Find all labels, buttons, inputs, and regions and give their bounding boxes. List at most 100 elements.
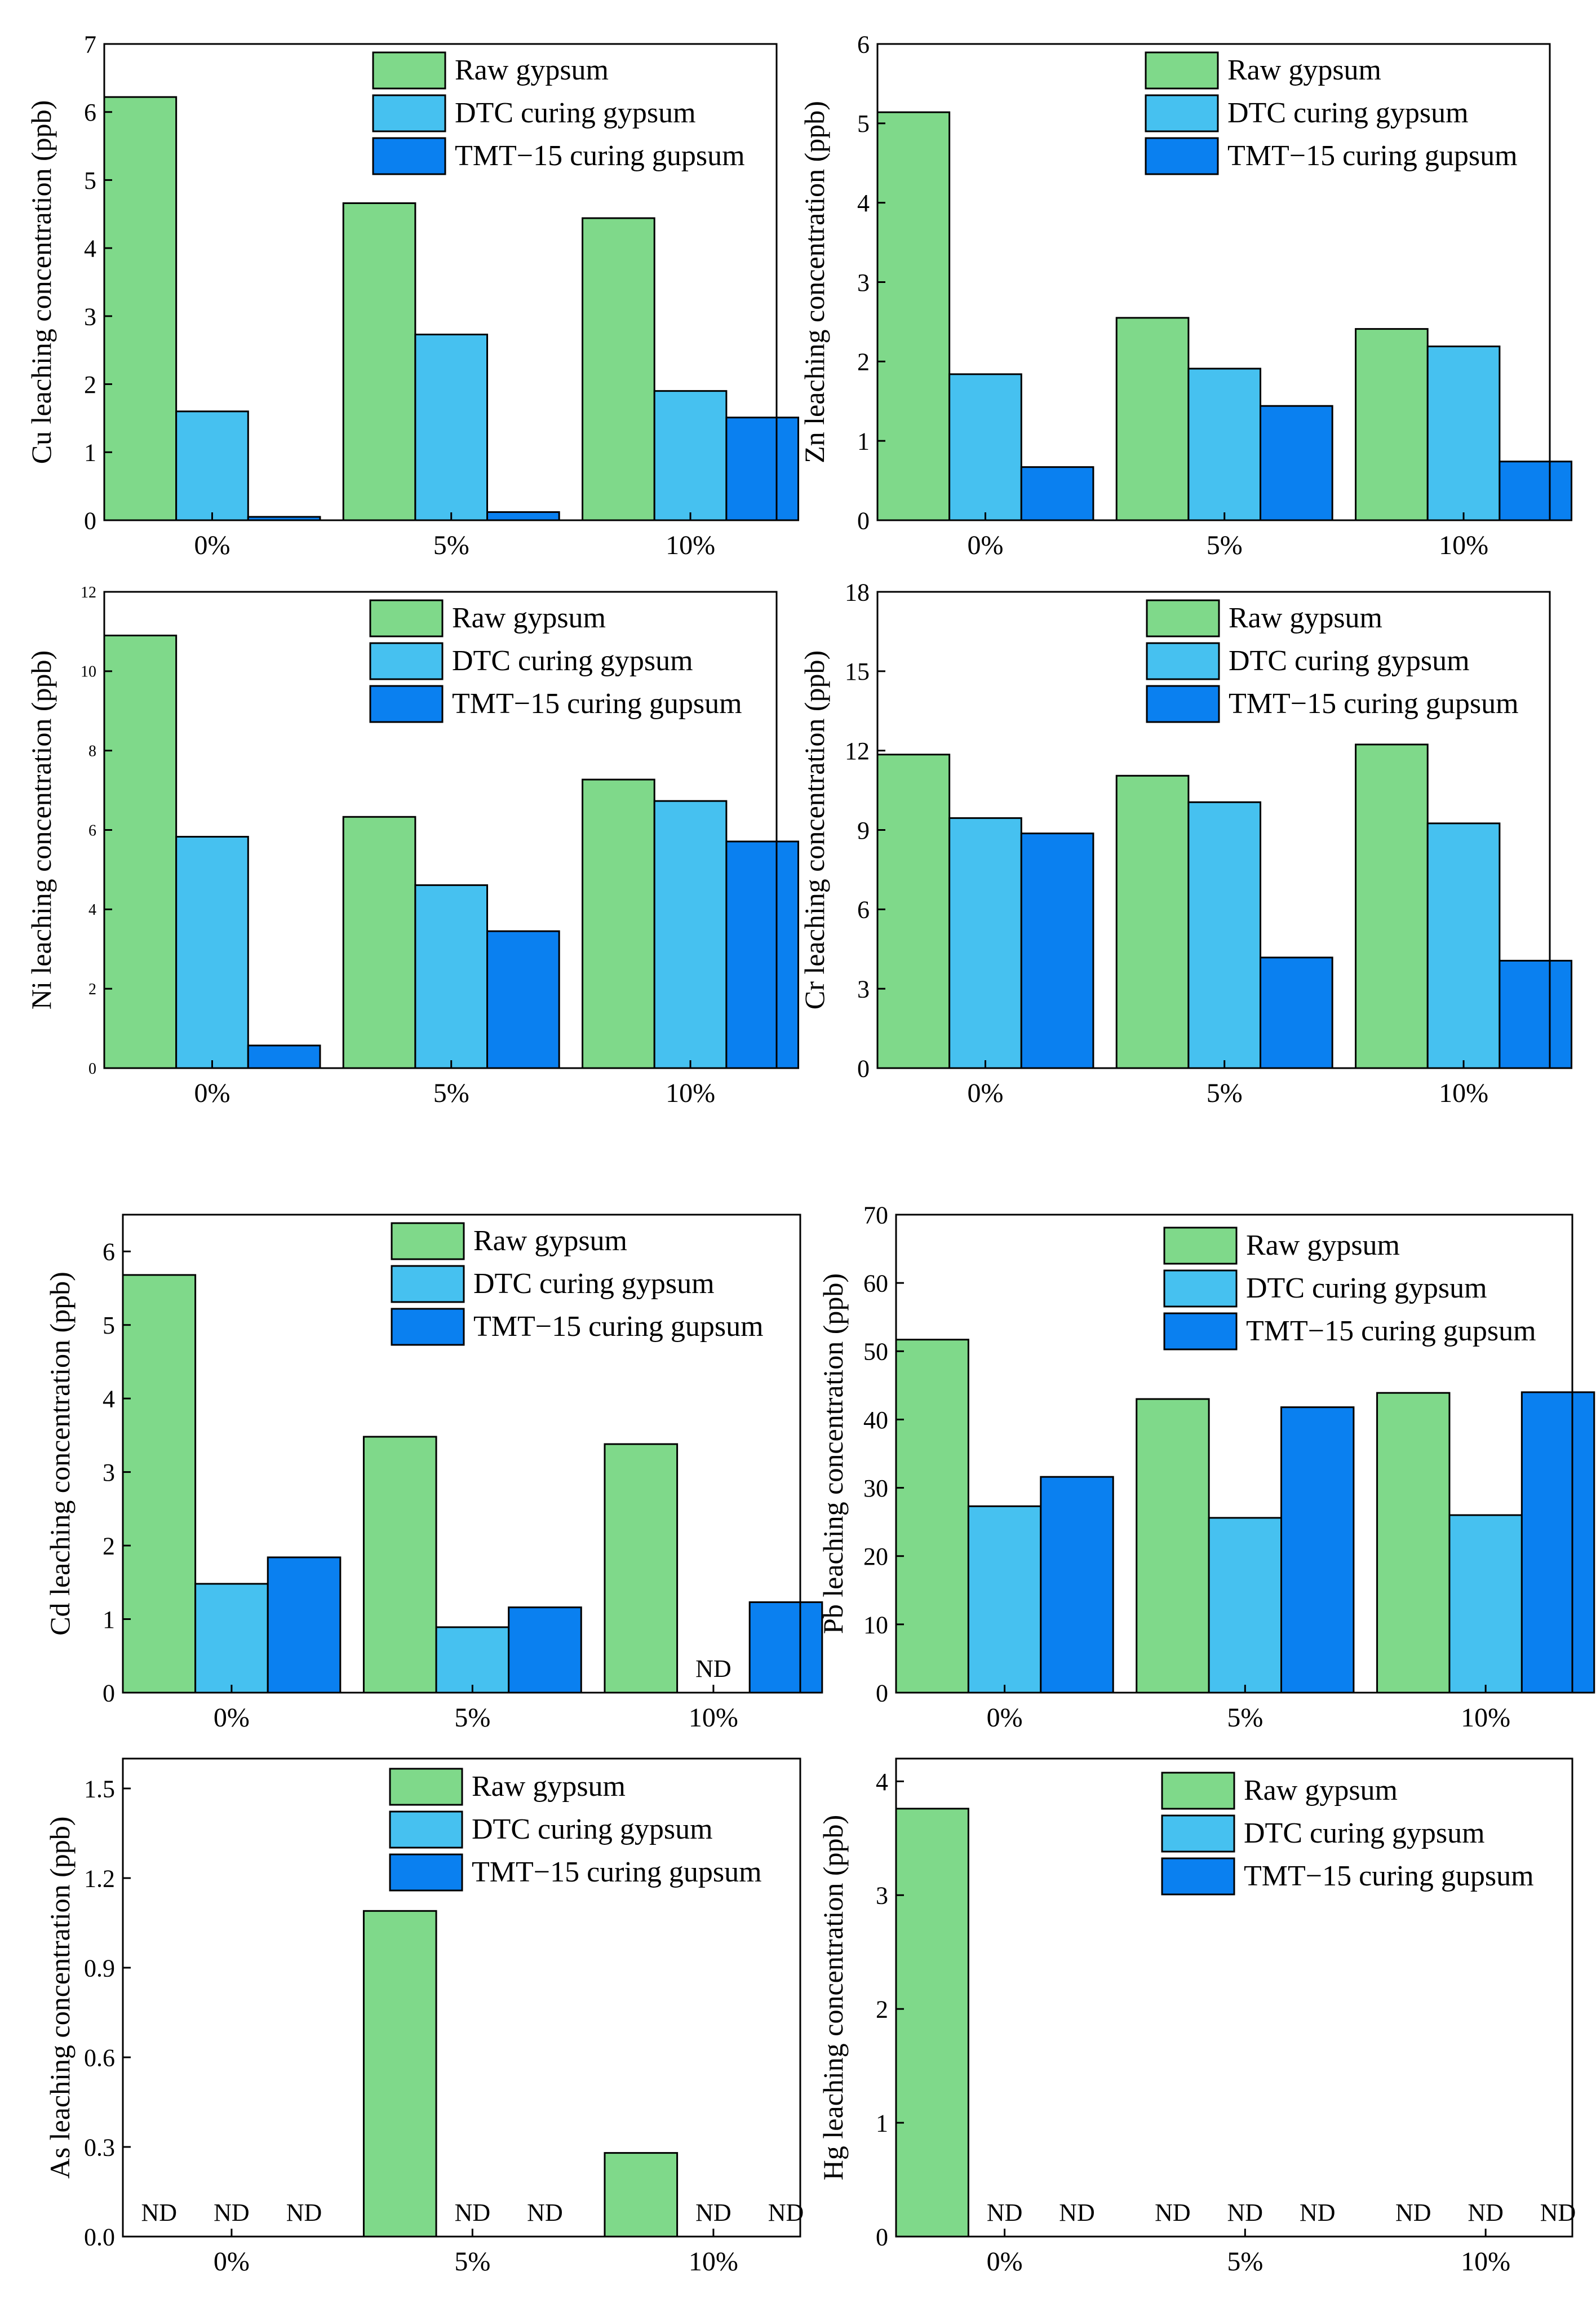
y-tick-label: 4 <box>84 235 96 263</box>
bar-ni-dtc-2 <box>653 800 728 1069</box>
bar-cu-dtc-2 <box>653 390 728 521</box>
nd-label: ND <box>1468 2199 1504 2226</box>
bar-zn-tmt-0 <box>1020 466 1094 521</box>
y-tick-label: 10 <box>863 1611 888 1639</box>
bar-cu-dtc-1 <box>414 333 489 521</box>
legend-label-raw: Raw gypsum <box>455 54 609 86</box>
chart-zn: 0 1 2 3 4 5 6 0% 5% 10% Zn leaching concentration … <box>799 30 1573 560</box>
bar-cr-raw-0 <box>876 754 951 1069</box>
bar-as-raw-2 <box>604 2152 679 2238</box>
nd-label: ND <box>1155 2199 1191 2226</box>
legend-swatch-tmt <box>391 1308 465 1346</box>
y-tick-label: 15 <box>845 658 870 685</box>
x-tick-label: 5% <box>1227 2247 1263 2277</box>
bar-cd-raw-0 <box>122 1274 197 1694</box>
y-tick-label: 6 <box>103 1238 115 1266</box>
legend-label-dtc: DTC curing gypsum <box>1244 1817 1485 1849</box>
x-tick-label: 10% <box>666 530 715 560</box>
bar-zn-dtc-2 <box>1426 346 1501 521</box>
bar-pb-dtc-0 <box>967 1505 1042 1694</box>
bar-hg-raw-0 <box>895 1808 969 2238</box>
y-tick-label: 8 <box>88 742 96 760</box>
y-tick-label: 5 <box>84 167 96 194</box>
legend-label-tmt: TMT−15 curing gupsum <box>1246 1315 1536 1347</box>
legend: Raw gypsum DTC curing gypsum TMT−15 curing… <box>389 1768 762 1892</box>
nd-label: ND <box>768 2199 804 2226</box>
bar-cr-dtc-1 <box>1187 801 1262 1069</box>
y-tick-label: 10 <box>81 663 96 681</box>
y-tick-label: 0 <box>876 1679 888 1707</box>
chart-ni: 0 2 4 6 8 10 12 0% 5% 10% Ni leaching concentratio… <box>25 584 800 1108</box>
bar-cd-dtc-0 <box>194 1583 269 1694</box>
bar-pb-tmt-1 <box>1280 1406 1355 1694</box>
nd-label: ND <box>1227 2199 1264 2226</box>
bar-zn-tmt-2 <box>1499 461 1573 521</box>
legend-swatch-raw <box>1163 1227 1238 1265</box>
bar-cu-tmt-1 <box>486 511 560 521</box>
y-tick-label: 6 <box>84 99 96 126</box>
x-tick-label: 10% <box>666 1078 715 1108</box>
y-tick-label: 4 <box>103 1385 115 1413</box>
y-tick-label: 0.6 <box>84 2044 115 2071</box>
legend: Raw gypsum DTC curing gypsum TMT−15 curing… <box>1161 1772 1534 1896</box>
chart-pb: 0 10 20 30 40 50 60 70 0% 5% 10% Pb leaching concen… <box>817 1201 1595 1733</box>
y-tick-label: 0 <box>857 507 870 534</box>
legend-label-raw: Raw gypsum <box>1227 54 1381 86</box>
y-tick-label: 3 <box>103 1459 115 1486</box>
y-axis-label: Cr leaching concentration (ppb) <box>799 650 830 1009</box>
y-tick-label: 4 <box>876 1768 888 1796</box>
nd-label: ND <box>141 2199 178 2226</box>
y-tick-label: 7 <box>84 30 96 58</box>
bar-cu-tmt-2 <box>725 417 800 521</box>
y-axis-label: Hg leaching concentration (ppb) <box>817 1815 849 2180</box>
bar-cr-dtc-2 <box>1426 822 1501 1069</box>
legend-swatch-dtc <box>1145 94 1219 132</box>
y-tick-label: 3 <box>84 303 96 330</box>
nd-label: ND <box>1300 2199 1336 2226</box>
legend-swatch-dtc <box>369 642 444 680</box>
chart-cu: 0 1 2 3 4 5 6 7 0% 5% 10% Cu leaching concentration… <box>25 30 800 560</box>
bar-pb-raw-1 <box>1136 1398 1210 1694</box>
legend-label-tmt: TMT−15 curing gupsum <box>1229 688 1519 720</box>
bar-zn-dtc-0 <box>948 373 1022 521</box>
x-tick-label: 10% <box>1439 1078 1488 1108</box>
y-tick-label: 20 <box>863 1543 888 1570</box>
plot-frame <box>122 1757 801 2238</box>
bar-ni-tmt-0 <box>247 1044 321 1069</box>
nd-label: ND <box>695 2199 732 2226</box>
bar-pb-raw-2 <box>1376 1392 1451 1694</box>
legend-label-tmt: TMT−15 curing gupsum <box>473 1310 764 1343</box>
bar-as-raw-1 <box>362 1910 437 2238</box>
legend-swatch-dtc <box>372 94 446 132</box>
x-tick-label: 5% <box>433 530 469 560</box>
bar-cu-raw-0 <box>103 96 178 521</box>
legend-label-tmt: TMT−15 curing gupsum <box>452 688 742 720</box>
y-tick-label: 0.3 <box>84 2133 115 2161</box>
legend: Raw gypsum DTC curing gypsum TMT−15 curing… <box>372 51 745 175</box>
chart-cr: 0 3 6 9 12 15 18 0% 5% 10% Cr leaching concentrati… <box>799 578 1573 1108</box>
bar-cd-raw-2 <box>604 1443 679 1694</box>
x-tick-label: 5% <box>1227 1703 1263 1733</box>
y-tick-label: 2 <box>84 371 96 399</box>
y-tick-label: 2 <box>876 1996 888 2024</box>
y-tick-label: 0 <box>103 1679 115 1707</box>
nd-label: ND <box>1059 2199 1095 2226</box>
legend-label-dtc: DTC curing gypsum <box>452 645 693 677</box>
legend-swatch-dtc <box>1163 1269 1238 1308</box>
bar-cr-dtc-0 <box>948 817 1022 1069</box>
x-tick-label: 0% <box>194 1078 230 1108</box>
plot-frame <box>103 43 778 521</box>
bar-ni-tmt-2 <box>725 840 800 1069</box>
x-tick-label: 0% <box>967 530 1003 560</box>
x-tick-label: 0% <box>987 1703 1023 1733</box>
legend-label-dtc: DTC curing gypsum <box>473 1268 715 1300</box>
y-tick-label: 1 <box>103 1606 115 1633</box>
bar-cr-raw-2 <box>1355 743 1429 1069</box>
nd-label: ND <box>987 2199 1023 2226</box>
y-axis-label: Zn leaching concentration (ppb) <box>799 101 830 463</box>
bar-ni-raw-2 <box>582 778 655 1069</box>
legend-label-tmt: TMT−15 curing gupsum <box>455 140 745 172</box>
legend-swatch-dtc <box>389 1810 463 1849</box>
y-tick-label: 5 <box>103 1312 115 1339</box>
